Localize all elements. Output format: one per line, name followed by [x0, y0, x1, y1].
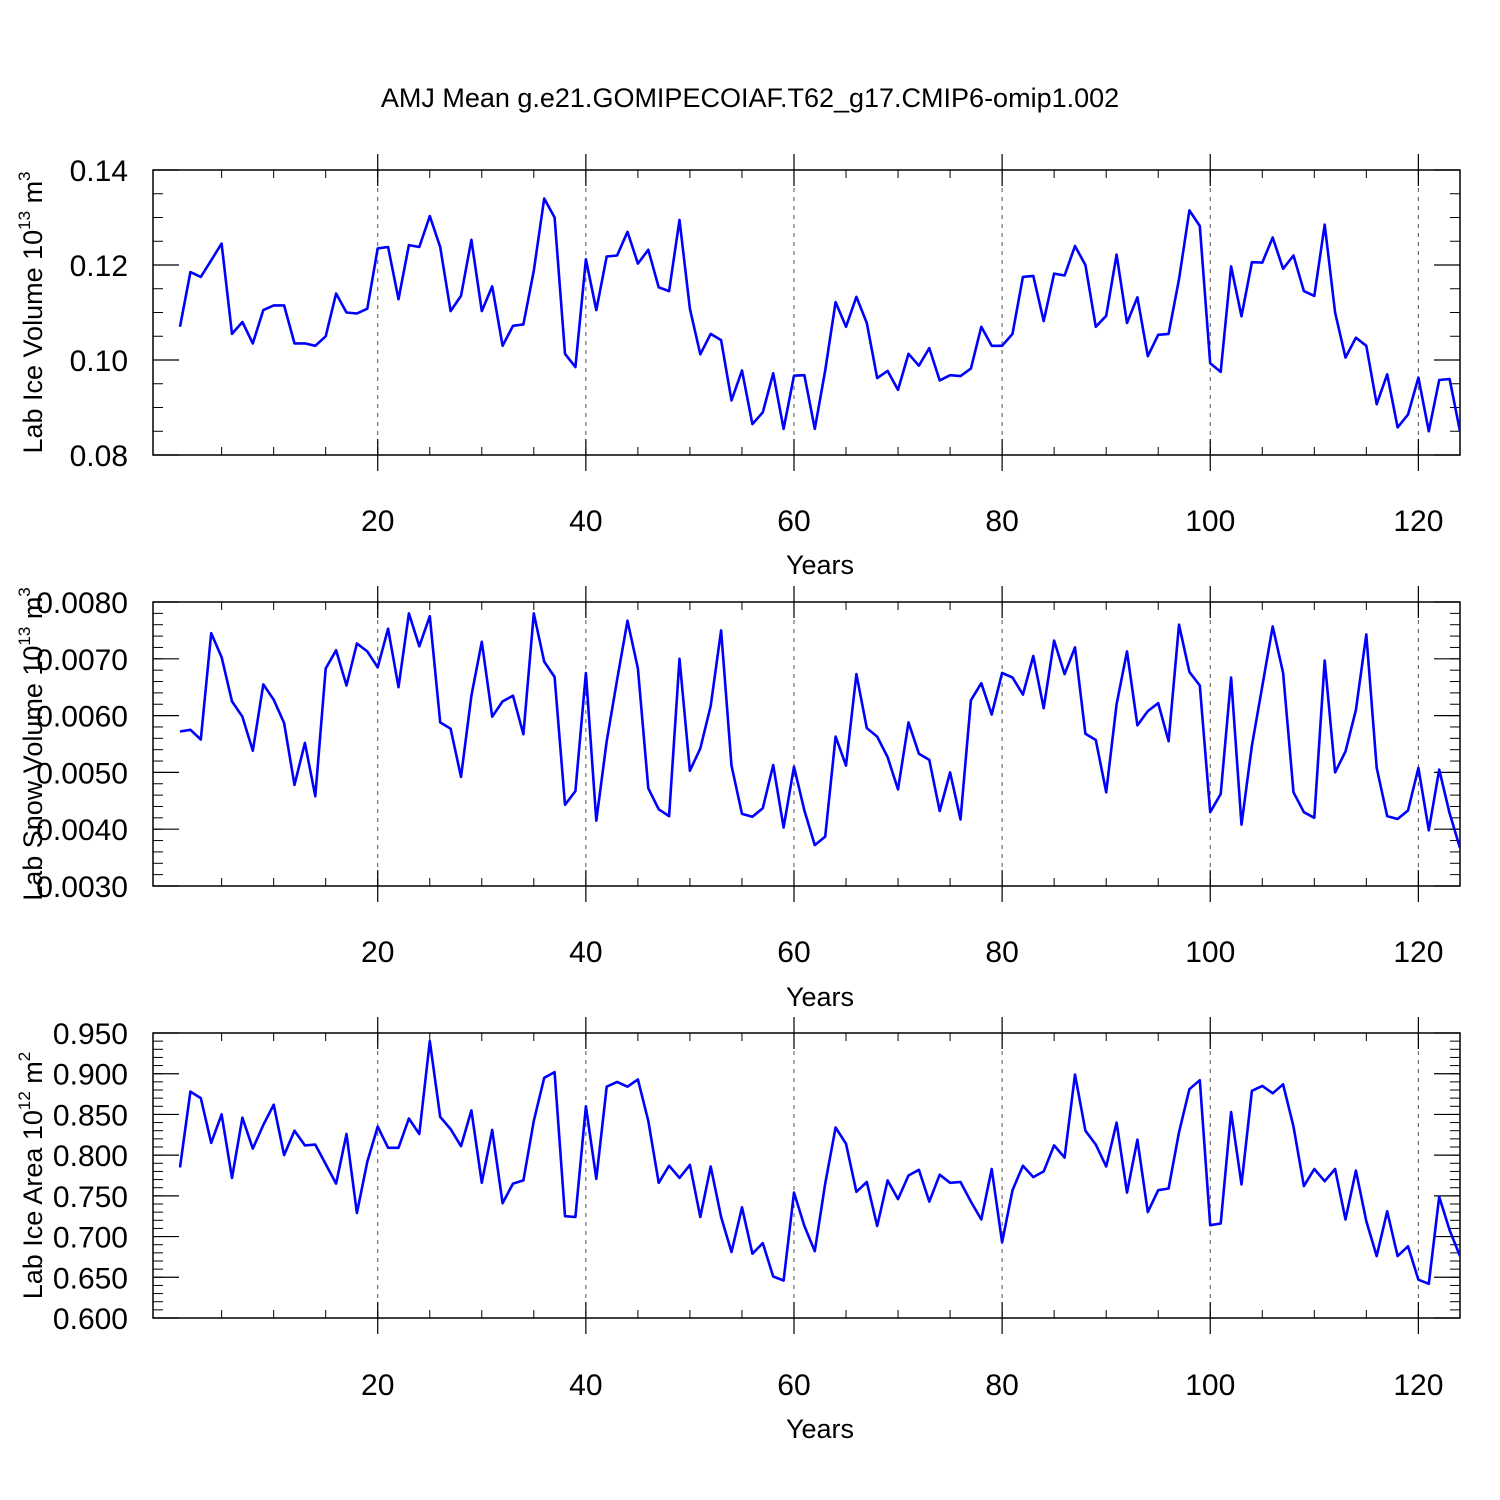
y-tick-label: 0.900: [53, 1059, 128, 1092]
y-tick-label: 0.10: [70, 345, 128, 378]
x-tick-label: 120: [1393, 936, 1443, 969]
y-tick-label: 0.0040: [36, 814, 128, 847]
y-tick-label: 0.0030: [36, 871, 128, 904]
panel-3: 20 40 60 80 100 120 0.600 0.650 0.700 0.750 0.800 0…: [15, 1017, 1461, 1444]
y-tick-label: 0.700: [53, 1222, 128, 1255]
panel-2: 20 40 60 80 100 120 0.0030 0.0040 0.0050 0.0060 0.…: [15, 586, 1461, 1012]
x-tick-label: 80: [985, 936, 1018, 969]
x-axis-label: Years: [786, 982, 854, 1012]
panel-1: 20 40 60 80 100 120 0.08 0.10 0.12 0.14 Years Lab I…: [15, 154, 1461, 580]
x-tick-label: 100: [1185, 1369, 1235, 1402]
figure-title: AMJ Mean g.e21.GOMIPECOIAF.T62_g17.CMIP6…: [381, 83, 1119, 113]
x-tick-label: 60: [777, 936, 810, 969]
x-tick-label: 80: [985, 505, 1018, 538]
series-line: [179, 612, 1460, 849]
x-tick-label: 20: [361, 1369, 394, 1402]
x-tick-label: 40: [569, 505, 602, 538]
y-tick-label: 0.850: [53, 1099, 128, 1132]
y-axis-label: Lab Ice Volume 1013 m3: [15, 171, 48, 453]
y-tick-label: 0.600: [53, 1303, 128, 1336]
plot-frame: [152, 601, 1461, 887]
series-line: [178, 1039, 1460, 1286]
y-axis-label: Lab Snow Volume 1013 m3: [15, 587, 48, 901]
x-axis-label: Years: [786, 1414, 854, 1444]
y-tick-label: 0.650: [53, 1262, 128, 1295]
x-tick-label: 40: [569, 1369, 602, 1402]
x-tick-label: 60: [777, 505, 810, 538]
y-tick-label: 0.0060: [36, 701, 128, 734]
series-line: [178, 197, 1460, 433]
y-tick-label: 0.950: [53, 1018, 128, 1051]
y-tick-label: 0.14: [70, 155, 128, 188]
x-tick-label: 20: [361, 936, 394, 969]
x-tick-label: 120: [1393, 1369, 1443, 1402]
chart-panels: 20 40 60 80 100 120 0.08 0.10 0.12 0.14 Years Lab I…: [15, 154, 1461, 1444]
y-tick-label: 0.08: [70, 440, 128, 473]
x-tick-label: 60: [777, 1369, 810, 1402]
y-tick-label: 0.750: [53, 1181, 128, 1214]
y-tick-label: 0.0080: [36, 587, 128, 620]
x-tick-label: 100: [1185, 936, 1235, 969]
y-tick-label: 0.0050: [36, 757, 128, 790]
y-tick-label: 0.12: [70, 250, 128, 283]
y-axis-label: Lab Ice Area 1012 m2: [15, 1052, 48, 1300]
x-tick-label: 80: [985, 1369, 1018, 1402]
plot-frame: [152, 1032, 1461, 1319]
x-tick-label: 100: [1185, 505, 1235, 538]
plot-frame: [152, 169, 1461, 456]
y-tick-label: 0.800: [53, 1140, 128, 1173]
x-axis-label: Years: [786, 550, 854, 580]
x-tick-label: 20: [361, 505, 394, 538]
x-tick-label: 120: [1393, 505, 1443, 538]
x-tick-label: 40: [569, 936, 602, 969]
y-tick-label: 0.0070: [36, 644, 128, 677]
